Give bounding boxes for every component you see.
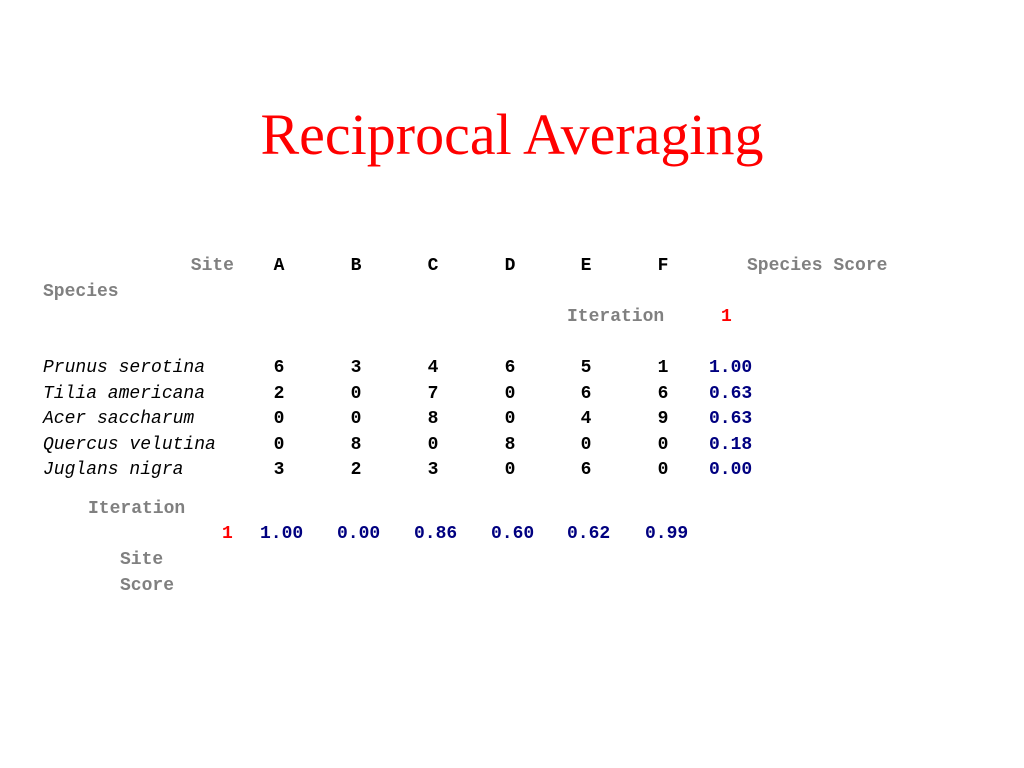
abundance-cell: 0 [504, 460, 516, 480]
site-column-f: F [657, 256, 669, 276]
site-score-d: 0.60 [491, 524, 535, 544]
slide-title: Reciprocal Averaging [260, 102, 764, 167]
site-column-e: E [580, 256, 592, 276]
abundance-cell: 6 [504, 358, 516, 378]
species-score: 1.00 [709, 358, 753, 378]
species-name: Prunus serotina [43, 358, 206, 378]
site-header-label: Site [190, 256, 234, 276]
abundance-cell: 0 [427, 434, 439, 455]
abundance-cell: 6 [657, 383, 669, 404]
abundance-cell: 3 [273, 460, 285, 480]
site-column-a: A [273, 256, 285, 276]
site-score-a: 1.00 [260, 524, 304, 544]
species-score: 0.63 [709, 383, 753, 404]
site-column-b: B [350, 256, 362, 276]
abundance-cell: 8 [504, 434, 516, 455]
site-score-label-line2: Score [120, 576, 175, 596]
species-name: Acer saccharum [43, 409, 195, 429]
species-score-header: Species Score [747, 256, 888, 276]
abundance-cell: 0 [350, 383, 362, 404]
abundance-cell: 6 [580, 460, 592, 480]
abundance-cell: 3 [427, 460, 439, 480]
site-iteration-number: 1 [222, 524, 233, 544]
abundance-cell: 0 [273, 409, 285, 429]
abundance-cell: 6 [580, 383, 592, 404]
iteration-number: 1 [721, 307, 732, 327]
site-iteration-label: Iteration [88, 499, 186, 519]
abundance-cell: 8 [350, 434, 362, 455]
site-score-c: 0.86 [414, 524, 458, 544]
site-score-label-line1: Site [120, 550, 164, 570]
abundance-cell: 0 [504, 383, 516, 404]
abundance-cell: 0 [657, 434, 669, 455]
abundance-cell: 6 [273, 358, 285, 378]
site-column-c: C [427, 256, 439, 276]
abundance-cell: 0 [350, 409, 362, 429]
abundance-cell: 9 [657, 409, 669, 429]
abundance-cell: 3 [350, 358, 362, 378]
abundance-cell: 1 [657, 358, 669, 378]
abundance-cell: 4 [580, 409, 592, 429]
species-header-label: Species [43, 282, 119, 302]
abundance-cell: 2 [273, 383, 285, 404]
site-score-f: 0.99 [645, 524, 689, 544]
abundance-cell: 0 [580, 434, 592, 455]
species-name: Juglans nigra [43, 460, 184, 480]
species-score: 0.18 [709, 434, 753, 455]
site-score-e: 0.62 [567, 524, 611, 544]
species-name: Tilia americana [43, 383, 206, 404]
site-score-b: 0.00 [337, 524, 381, 544]
iteration-label: Iteration [567, 307, 665, 327]
abundance-cell: 0 [273, 434, 285, 455]
abundance-cell: 7 [427, 383, 439, 404]
abundance-cell: 2 [350, 460, 362, 480]
species-score: 0.00 [709, 460, 753, 480]
site-column-d: D [504, 256, 516, 276]
abundance-cell: 4 [427, 358, 439, 378]
abundance-cell: 0 [657, 460, 669, 480]
species-score: 0.63 [709, 409, 753, 429]
species-name: Quercus velutina [43, 434, 216, 455]
abundance-cell: 0 [504, 409, 516, 429]
abundance-cell: 8 [427, 409, 439, 429]
abundance-cell: 5 [580, 358, 592, 378]
